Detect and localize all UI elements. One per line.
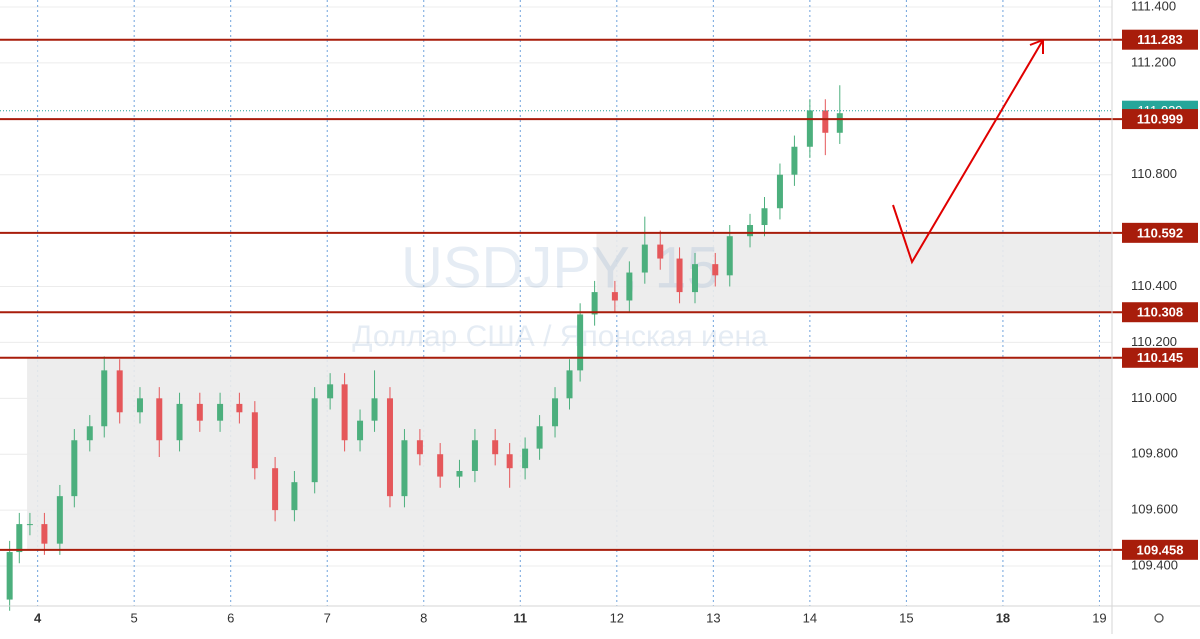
level-box [1122,302,1198,323]
arrow-head [1029,39,1044,46]
marks-layer [0,38,1122,611]
background-layer [0,0,1112,606]
candle-body [822,110,829,133]
settings-gear[interactable] [1154,613,1164,623]
candle-body [272,468,279,511]
candle-body [357,420,364,441]
candle-body [641,244,648,273]
level-label: 110.145 [1137,350,1183,365]
y-tick-label: 109.400 [1131,557,1178,572]
drawn-arrow [892,39,1044,265]
candle-body [611,292,618,301]
level-box [1122,109,1198,130]
level-box [1122,222,1198,243]
candle-body [101,370,108,427]
candle-body [836,113,843,133]
y-tick-label: 110.400 [1131,278,1177,293]
candle-body [791,146,798,175]
candle-body [492,440,499,455]
candle-body [676,258,683,293]
candle-body [217,403,224,421]
y-tick-label: 110.200 [1131,334,1177,349]
y-tick-label: 109.600 [1131,502,1178,517]
candle-body [806,110,813,147]
x-tick-label: 7 [324,610,331,625]
candle-body [747,225,754,237]
candle-body [56,496,63,544]
x-tick-label: 15 [899,610,913,625]
candle-body [552,398,559,427]
axis-layer: 111.400 111.200 110.800 110.400 110.200 110.0… [34,0,1198,625]
candle-body [327,384,334,399]
candle-body [236,403,243,413]
candle-body [6,552,13,600]
watermark-subtitle: Доллар США / Японская иена [352,320,768,353]
candle-body [291,482,298,511]
x-tick-label: 5 [131,610,138,625]
candle-body [437,454,444,477]
x-tick-label: 13 [706,610,720,625]
candle-body [251,412,258,469]
settings-icon[interactable] [1154,613,1164,623]
candle-body [71,440,78,497]
candle-body [566,370,573,399]
arrow-path [892,39,1044,265]
candle-body [726,236,733,276]
candle-body [536,426,543,449]
y-tick-label: 111.200 [1131,54,1176,69]
y-tick-label: 110.800 [1131,166,1177,181]
candle-body [341,384,348,441]
candle-body [591,292,598,315]
candle-body [761,208,768,226]
candle-body [371,398,378,421]
candle-body [116,370,123,413]
candle-body [401,440,408,497]
x-tick-label: 8 [420,610,427,625]
y-tick-label: 111.400 [1131,0,1176,13]
x-tick-label: 18 [996,610,1010,625]
y-tick-label: 109.800 [1131,446,1178,461]
level-label: 110.308 [1137,305,1183,320]
candle-body [16,524,23,553]
level-box [1122,347,1198,368]
level-label: 109.458 [1137,542,1184,557]
level-box [1122,539,1198,560]
y-tick-label: 110.000 [1131,390,1177,405]
candle-body [386,398,393,497]
level-label: 111.283 [1137,32,1183,47]
candle-body [41,524,48,544]
candle-body [506,454,513,469]
candle-body [86,426,93,441]
candle-body [311,398,318,483]
candle-body [522,448,529,469]
candle-body [776,174,783,209]
x-tick-label: 12 [610,610,624,625]
candle-body [176,403,183,441]
candle-body [626,272,633,301]
x-tick-label: 19 [1092,610,1106,625]
watermark-title: USDJPY, 15 [401,235,719,300]
candle-body [692,264,698,293]
level-label: 110.592 [1137,225,1183,240]
x-tick-label: 4 [34,610,42,625]
candle-body [156,398,163,441]
level-label: 110.999 [1137,112,1183,127]
candle-body [416,440,423,455]
candle-body [196,403,203,421]
candle-body [577,314,584,371]
x-tick-label: 11 [513,610,527,625]
candle-body [136,398,143,413]
candle-body [712,264,719,276]
x-tick-label: 14 [803,610,817,625]
x-tick-label: 6 [227,610,234,625]
candle-body [471,440,478,471]
candle-body [26,524,33,526]
level-box [1122,29,1198,50]
candle-body [456,470,463,477]
candle-body [657,244,664,259]
